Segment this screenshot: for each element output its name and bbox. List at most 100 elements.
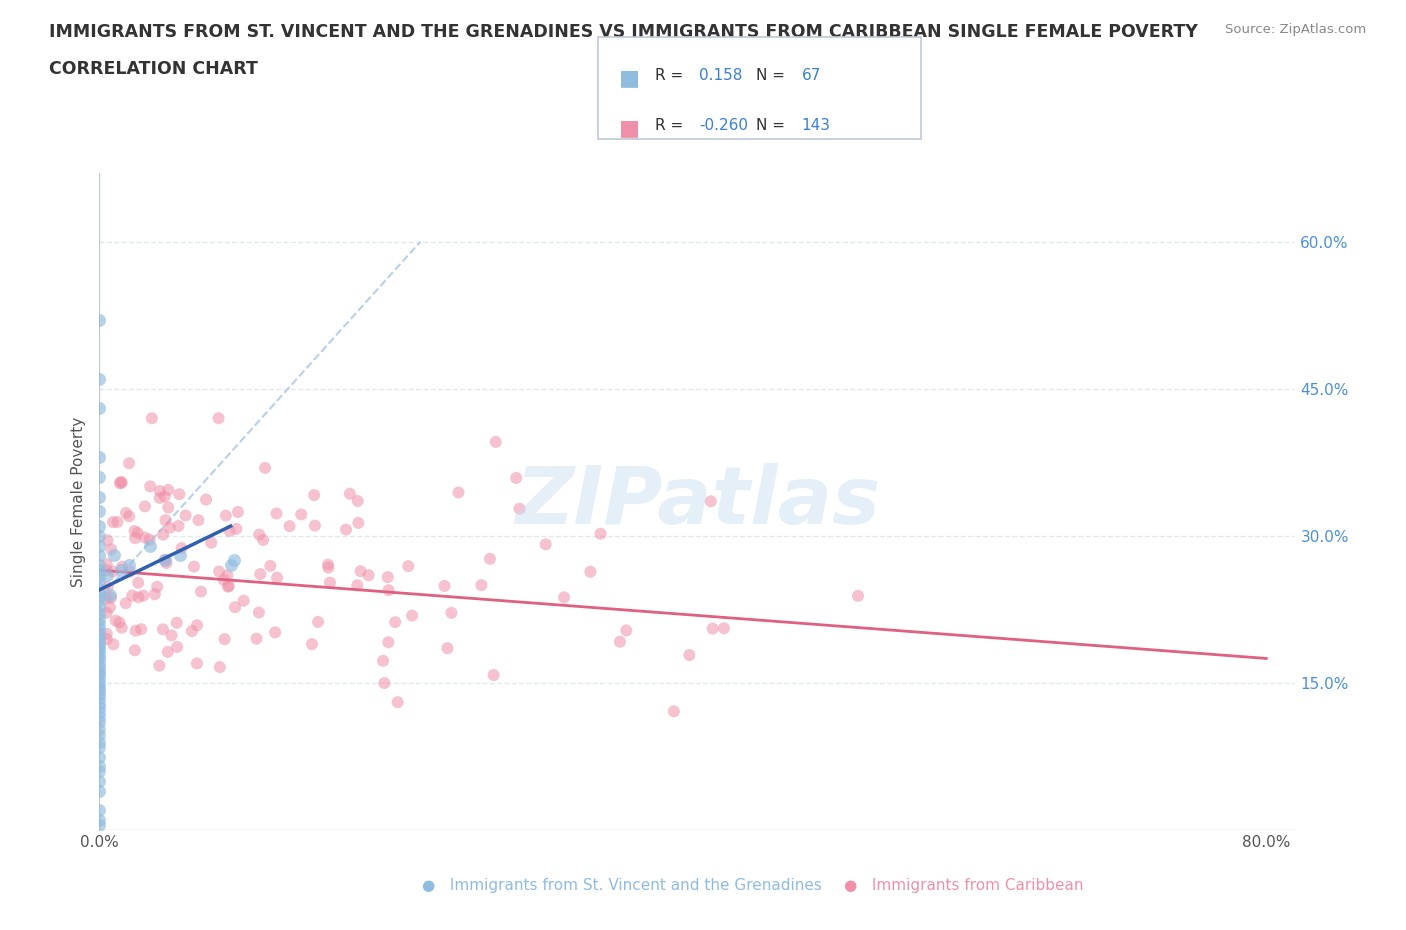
Point [96, 605, 118, 620]
Point [124, 623, 146, 638]
Point [208, 659, 231, 674]
Point [89, 690, 111, 705]
Point [143, 587, 166, 602]
Point [609, 634, 631, 649]
Point [678, 647, 700, 662]
Point [104, 613, 127, 628]
Point [153, 553, 176, 568]
Point [89, 817, 111, 832]
Point [222, 553, 245, 568]
Point [89, 558, 111, 573]
Point [401, 608, 423, 623]
Point [217, 568, 239, 583]
Point [266, 506, 288, 521]
Point [89, 675, 111, 690]
Point [187, 512, 209, 527]
Point [89, 749, 111, 764]
Point [89, 686, 111, 701]
Point [316, 557, 339, 572]
Point [713, 621, 735, 636]
Point [100, 542, 122, 557]
Point [89, 656, 111, 671]
Point [89, 705, 111, 720]
Point [377, 583, 399, 598]
Point [183, 559, 205, 574]
Point [614, 623, 637, 638]
Point [373, 676, 395, 691]
Point [110, 474, 132, 489]
Point [97, 579, 120, 594]
Point [98, 587, 121, 602]
Text: ■: ■ [619, 118, 640, 139]
Point [89, 599, 111, 614]
Point [118, 509, 141, 524]
Text: IMMIGRANTS FROM ST. VINCENT AND THE GRENADINES VS IMMIGRANTS FROM CARIBBEAN SING: IMMIGRANTS FROM ST. VINCENT AND THE GREN… [49, 23, 1198, 41]
Point [89, 679, 111, 694]
Point [89, 803, 111, 817]
Point [159, 520, 181, 535]
Point [89, 764, 111, 778]
Point [579, 565, 602, 579]
Point [318, 560, 340, 575]
Point [89, 722, 111, 737]
Point [114, 596, 136, 611]
Point [387, 695, 409, 710]
Point [89, 627, 111, 642]
Point [266, 570, 288, 585]
Point [166, 640, 188, 655]
Point [96, 627, 118, 642]
Point [89, 548, 111, 563]
Point [89, 715, 111, 730]
Point [103, 548, 125, 563]
Point [89, 671, 111, 685]
Point [377, 570, 399, 585]
Point [89, 759, 111, 774]
Point [89, 612, 111, 627]
Point [96, 533, 118, 548]
Point [156, 644, 179, 659]
Point [89, 774, 111, 789]
Y-axis label: Single Female Poverty: Single Female Poverty [72, 417, 86, 587]
Point [245, 631, 267, 646]
Point [101, 514, 124, 529]
Point [447, 485, 470, 500]
Point [212, 573, 235, 588]
Point [89, 640, 111, 655]
Text: CORRELATION CHART: CORRELATION CHART [49, 60, 259, 78]
Point [96, 631, 118, 646]
Point [346, 494, 368, 509]
Point [252, 533, 274, 548]
Point [249, 566, 271, 581]
Point [509, 501, 531, 516]
Point [89, 663, 111, 678]
Point [100, 591, 122, 605]
Point [485, 434, 508, 449]
Point [217, 579, 239, 594]
Point [290, 507, 312, 522]
Point [132, 588, 155, 603]
Point [98, 600, 121, 615]
Point [218, 524, 240, 538]
Point [264, 625, 287, 640]
Point [89, 735, 111, 750]
Point [127, 590, 149, 604]
Point [127, 576, 149, 591]
Point [225, 522, 247, 537]
Point [134, 530, 156, 545]
Point [96, 563, 118, 578]
Point [167, 519, 190, 534]
Point [108, 476, 131, 491]
Point [89, 563, 111, 578]
Point [347, 515, 370, 530]
Point [169, 486, 191, 501]
Point [89, 569, 111, 584]
Point [89, 739, 111, 754]
Point [89, 538, 111, 553]
Point [278, 519, 301, 534]
Point [470, 578, 492, 592]
Point [349, 564, 371, 578]
Point [89, 651, 111, 666]
Point [254, 460, 277, 475]
Point [89, 372, 111, 387]
Point [148, 658, 170, 673]
